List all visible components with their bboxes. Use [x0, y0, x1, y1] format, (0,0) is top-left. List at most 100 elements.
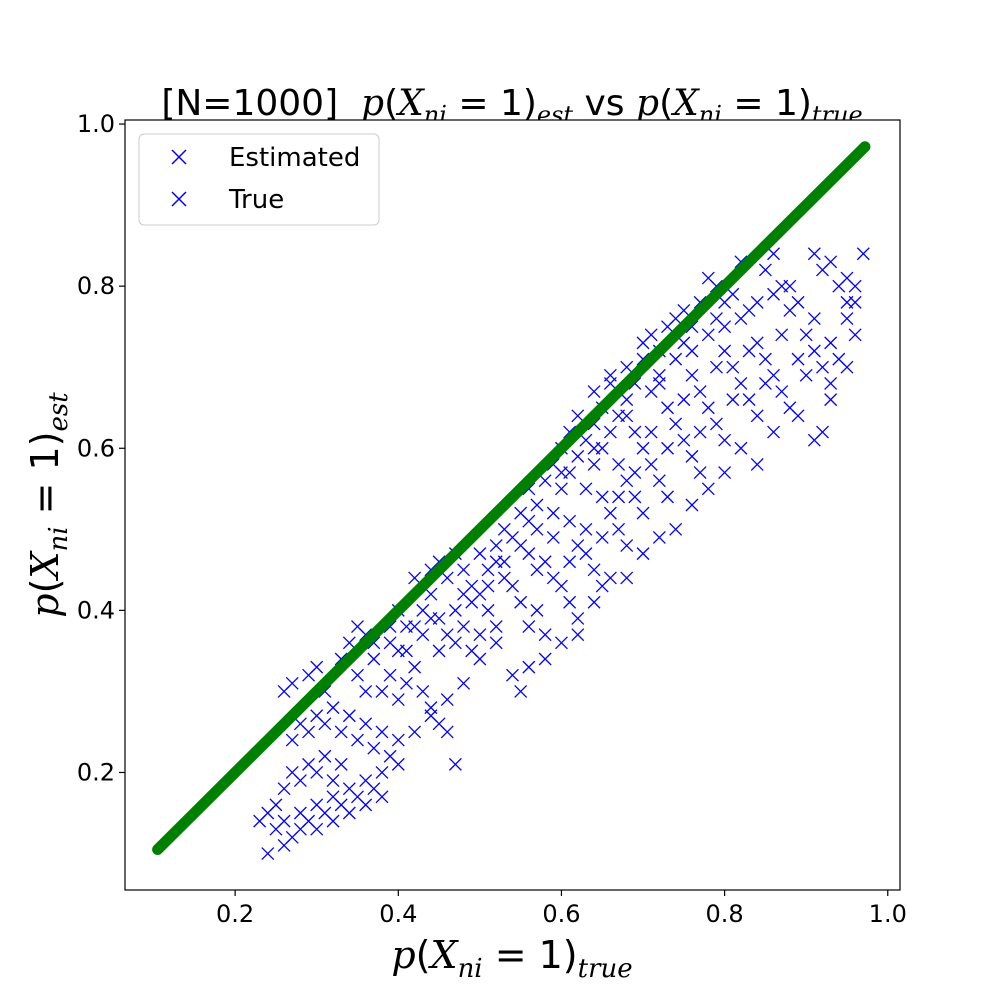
data-point	[587, 563, 601, 577]
data-point	[799, 328, 813, 342]
data-point	[750, 295, 764, 309]
data-point	[399, 620, 413, 634]
data-point	[440, 725, 454, 739]
data-point	[701, 482, 715, 496]
data-point	[661, 401, 674, 415]
data-point	[742, 393, 756, 407]
data-point	[636, 336, 650, 350]
data-point	[603, 506, 617, 520]
data-point	[563, 555, 577, 569]
data-point	[391, 757, 405, 771]
data-point	[726, 393, 740, 407]
data-point	[603, 571, 617, 585]
data-point	[783, 279, 797, 293]
data-point	[685, 368, 699, 382]
data-point	[408, 725, 422, 739]
data-point	[652, 474, 666, 488]
data-point	[285, 676, 299, 690]
legend: Estimated True	[138, 133, 380, 226]
data-point	[481, 579, 495, 593]
data-point	[636, 441, 650, 455]
x-tick-label: 0.6	[542, 900, 580, 928]
data-point	[644, 458, 658, 471]
data-point	[856, 247, 870, 261]
data-point	[571, 612, 585, 625]
data-point	[351, 733, 364, 747]
data-point	[473, 547, 487, 561]
data-point	[334, 757, 348, 771]
data-point	[734, 441, 748, 455]
data-point	[693, 385, 707, 398]
data-point	[546, 530, 560, 544]
data-point	[652, 530, 666, 544]
y-tick-label: 1.0	[77, 110, 115, 138]
data-point	[310, 766, 324, 779]
legend-entry-true: True	[171, 185, 284, 215]
data-point	[726, 287, 740, 301]
plot-frame	[124, 119, 901, 891]
data-point	[661, 441, 674, 455]
data-point	[457, 620, 471, 634]
data-point	[375, 684, 389, 698]
data-point	[375, 766, 389, 779]
data-point	[824, 393, 838, 407]
data-point	[840, 312, 854, 326]
data-point	[506, 579, 519, 593]
data-point	[375, 725, 389, 739]
data-point	[302, 725, 316, 739]
data-point	[669, 312, 683, 326]
data-point	[718, 320, 732, 334]
data-point	[293, 806, 307, 820]
data-point	[285, 733, 299, 747]
data-point	[473, 652, 487, 666]
data-point	[791, 352, 805, 366]
data-point	[440, 693, 454, 706]
data-point	[489, 636, 503, 650]
data-point	[342, 709, 356, 723]
data-point	[587, 458, 601, 471]
data-point	[571, 449, 585, 463]
legend-marker-estimated	[171, 149, 187, 165]
data-point	[840, 360, 854, 374]
data-point	[481, 603, 495, 617]
data-point	[489, 539, 503, 552]
y-axis: 0.2 0.4 0.6 0.8 1.0	[77, 110, 125, 786]
data-point	[399, 676, 413, 690]
data-point	[685, 344, 699, 358]
data-point	[489, 620, 503, 634]
data-point	[807, 433, 821, 447]
data-point	[579, 482, 593, 496]
data-point	[701, 328, 715, 342]
data-point	[718, 433, 732, 447]
data-point	[342, 806, 356, 820]
data-point	[473, 628, 487, 642]
data-point	[603, 368, 617, 382]
chart-title: [N=1000] p(Xni = 1)est vs p(Xni = 1)true	[161, 83, 862, 129]
data-point	[571, 409, 585, 423]
data-point	[685, 449, 699, 463]
data-point	[709, 417, 723, 431]
data-point	[554, 579, 568, 593]
data-point	[310, 798, 324, 812]
data-point	[359, 717, 373, 731]
data-point	[522, 660, 536, 674]
data-point	[791, 409, 805, 423]
data-point	[448, 757, 462, 771]
data-point	[408, 660, 422, 674]
x-tick-label: 0.4	[379, 900, 417, 928]
data-point	[579, 522, 593, 536]
data-point	[612, 458, 626, 471]
data-point	[701, 401, 715, 415]
y-tick-label: 0.8	[77, 272, 115, 300]
data-point	[563, 595, 577, 609]
x-axis: 0.2 0.4 0.6 0.8 1.0	[216, 890, 907, 928]
legend-label-estimated: Estimated	[229, 143, 360, 173]
data-point	[824, 336, 838, 350]
true-line	[152, 141, 871, 855]
data-point	[554, 482, 568, 496]
data-point	[514, 595, 528, 609]
data-point	[318, 749, 332, 763]
legend-entry-estimated: Estimated	[171, 143, 360, 173]
data-point	[620, 393, 634, 407]
